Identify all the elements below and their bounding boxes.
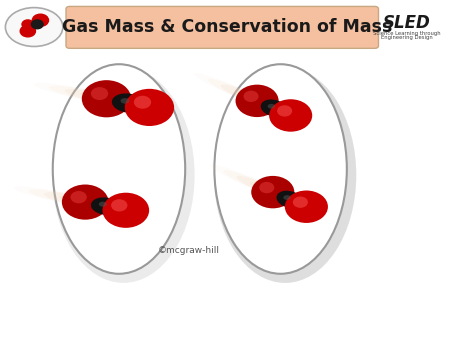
Ellipse shape [71,191,87,203]
Ellipse shape [269,99,312,132]
Ellipse shape [251,176,294,208]
Ellipse shape [214,67,356,283]
Ellipse shape [62,185,108,220]
Ellipse shape [207,79,270,107]
Ellipse shape [210,164,281,196]
Text: Gas Mass & Conservation of Mass: Gas Mass & Conservation of Mass [62,18,392,36]
Ellipse shape [91,197,120,215]
Ellipse shape [74,198,115,210]
Text: Engineering Design: Engineering Design [381,35,432,40]
Ellipse shape [250,182,293,201]
Ellipse shape [261,99,287,117]
Ellipse shape [214,64,347,274]
Ellipse shape [247,96,281,112]
Ellipse shape [259,182,274,193]
Ellipse shape [29,189,104,207]
Ellipse shape [111,199,127,212]
Ellipse shape [121,98,130,104]
Ellipse shape [52,67,195,283]
Ellipse shape [53,64,185,274]
FancyBboxPatch shape [66,6,378,48]
Ellipse shape [277,105,292,117]
Circle shape [32,14,49,26]
Ellipse shape [243,91,259,102]
Ellipse shape [236,176,289,200]
Ellipse shape [80,92,135,106]
Text: ©mcgraw-hill: ©mcgraw-hill [158,246,220,255]
Ellipse shape [194,73,266,105]
Ellipse shape [134,96,151,109]
Ellipse shape [268,104,275,108]
Ellipse shape [284,195,291,200]
Ellipse shape [59,195,111,209]
Ellipse shape [234,90,277,110]
Ellipse shape [65,89,131,105]
Ellipse shape [95,94,139,107]
Ellipse shape [285,191,328,223]
Ellipse shape [125,89,174,126]
Ellipse shape [223,170,285,198]
Text: SLED: SLED [383,14,431,32]
Text: Science Learning through: Science Learning through [373,31,441,36]
Ellipse shape [99,201,107,207]
Circle shape [22,20,34,29]
Circle shape [20,25,36,37]
Ellipse shape [112,93,144,113]
Ellipse shape [293,196,308,208]
Ellipse shape [34,83,124,103]
Ellipse shape [91,87,108,100]
Circle shape [32,20,43,29]
Ellipse shape [221,84,273,108]
Ellipse shape [14,187,99,206]
Ellipse shape [263,187,297,203]
Ellipse shape [103,193,149,228]
Ellipse shape [44,192,107,208]
Ellipse shape [276,191,303,208]
Ellipse shape [49,86,128,104]
Ellipse shape [82,80,131,117]
Ellipse shape [5,7,63,46]
Ellipse shape [235,84,279,117]
